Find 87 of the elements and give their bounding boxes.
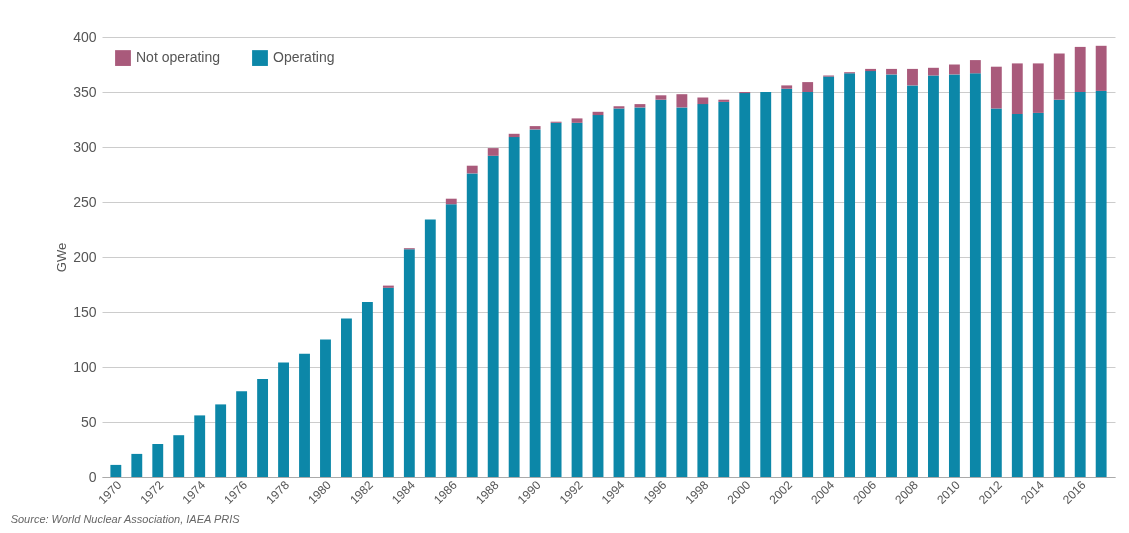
bar [676,107,688,477]
bar [508,133,520,138]
bar [697,104,709,477]
bar [382,285,394,288]
bar [341,318,352,477]
bar [382,287,394,477]
bar [299,353,310,477]
y-tick-label: 200 [73,248,97,265]
source-note: Source: World Nuclear Association, IAEA PRIS [10,512,241,525]
bar [550,122,562,477]
bar [152,444,164,477]
bar [1074,46,1086,92]
bar [361,302,373,477]
bar [718,101,730,477]
y-tick-label: 0 [88,468,97,485]
bar [990,66,1002,109]
bar [236,391,248,477]
bar [1053,53,1065,100]
bar [739,93,751,477]
bar [529,129,541,477]
y-tick-label: 100 [73,358,97,375]
bar [131,453,143,477]
bar [886,74,897,477]
bar [697,97,709,105]
bar [990,108,1002,477]
legend-label: Operating [273,49,335,66]
bar [802,92,814,477]
bar [194,415,206,477]
bar [928,67,939,76]
bar [928,75,939,477]
bar [508,137,520,477]
bar [445,204,457,477]
bar [257,379,269,477]
bar [466,165,478,174]
bar [278,362,289,477]
bar [1095,45,1107,91]
bar [1053,99,1065,477]
bar [907,68,918,86]
bar [781,85,793,89]
bar [760,92,772,477]
y-tick-label: 400 [73,28,97,45]
bar [886,68,897,75]
y-tick-label: 250 [73,193,97,210]
y-tick-label: 150 [73,303,97,320]
bar [1095,90,1107,477]
bar [948,74,960,477]
bar [655,99,667,477]
bar [969,73,981,477]
bar [320,339,331,477]
y-tick-label: 350 [73,83,97,100]
bar [948,64,960,75]
bar [865,71,876,477]
legend-label: Not operating [136,49,221,66]
bar [487,148,499,156]
bar [865,68,876,72]
bar [571,122,583,477]
bar [634,107,646,477]
bar [403,249,415,477]
bar [592,115,604,477]
bar [655,95,667,100]
bar [613,106,625,109]
bar [844,73,856,477]
bar [445,198,457,205]
bar [1011,63,1023,114]
bar [907,85,918,477]
bar [781,88,793,477]
y-tick-label: 50 [80,413,97,430]
bar [215,404,227,477]
bar [969,60,981,74]
bar [718,99,730,102]
bar [571,118,583,123]
bar [173,435,185,477]
bar [823,76,835,477]
bar [1074,92,1086,477]
bar [613,108,625,477]
y-axis-title: GWe [54,242,70,273]
bar [1032,63,1044,113]
bar [802,82,814,92]
y-tick-label: 300 [73,138,97,155]
bar [676,94,688,108]
bar [487,155,499,477]
bar [110,464,122,477]
bar [529,126,541,130]
bar [424,219,436,477]
bar [466,173,478,477]
bar [1011,114,1023,477]
bar [1032,112,1044,477]
